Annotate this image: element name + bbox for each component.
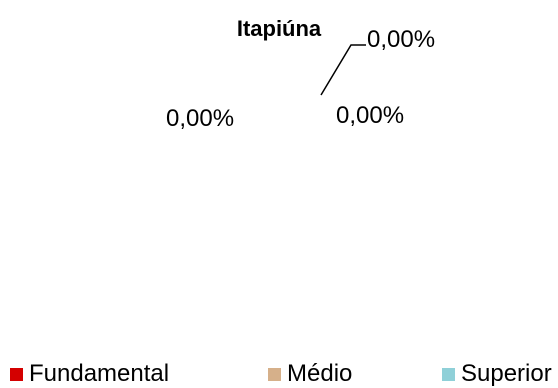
legend-swatch-fundamental bbox=[10, 367, 23, 381]
data-label-fundamental: 0,00% bbox=[166, 105, 235, 132]
legend: Fundamental Médio Superior bbox=[0, 362, 558, 388]
chart-title: Itapiúna bbox=[236, 16, 322, 41]
data-label-medio: 0,00% bbox=[336, 102, 405, 129]
data-label-superior: 0,00% bbox=[367, 26, 436, 53]
legend-label-superior: Superior bbox=[461, 360, 552, 387]
leader-line bbox=[320, 44, 366, 96]
legend-item-superior: Superior bbox=[442, 362, 552, 386]
legend-label-medio: Médio bbox=[287, 360, 353, 387]
legend-item-fundamental: Fundamental bbox=[10, 362, 169, 386]
legend-label-fundamental: Fundamental bbox=[29, 360, 170, 387]
legend-swatch-medio bbox=[268, 367, 281, 381]
legend-swatch-superior bbox=[442, 367, 455, 381]
legend-item-medio: Médio bbox=[268, 362, 352, 386]
